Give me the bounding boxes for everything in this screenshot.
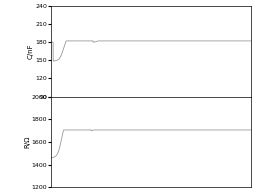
Y-axis label: R/Ω: R/Ω — [24, 136, 30, 148]
Y-axis label: C/nF: C/nF — [28, 43, 34, 59]
